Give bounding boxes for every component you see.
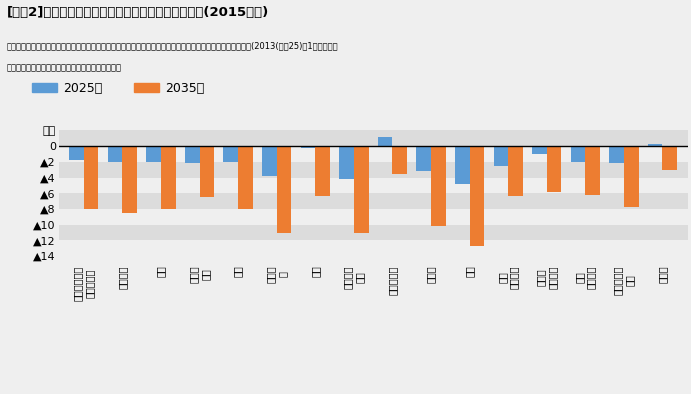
Bar: [122, 146, 137, 213]
Bar: [262, 146, 276, 176]
Bar: [392, 146, 407, 174]
Bar: [532, 146, 547, 154]
Bar: [146, 146, 161, 162]
Bar: [59, 209, 688, 225]
Bar: [59, 193, 688, 209]
Legend: 2025年, 2035年: 2025年, 2035年: [27, 77, 209, 100]
Bar: [354, 146, 368, 232]
Bar: [647, 144, 663, 146]
Bar: [455, 146, 470, 184]
Bar: [547, 146, 561, 193]
Bar: [59, 146, 688, 162]
Bar: [59, 178, 688, 193]
Bar: [59, 225, 688, 240]
Bar: [200, 146, 214, 197]
Bar: [571, 146, 585, 162]
Bar: [238, 146, 253, 209]
Bar: [378, 137, 392, 146]
Bar: [161, 146, 176, 209]
Bar: [624, 146, 638, 207]
Bar: [339, 146, 354, 179]
Bar: [417, 146, 431, 171]
Bar: [609, 146, 624, 164]
Bar: [508, 146, 523, 195]
Bar: [84, 146, 99, 209]
Bar: [585, 146, 600, 195]
Bar: [470, 146, 484, 246]
Bar: [223, 146, 238, 162]
Bar: [59, 162, 688, 178]
Bar: [301, 146, 315, 149]
Bar: [108, 146, 122, 162]
Text: 「人口統計資料集」を基にニッセイ基礎研究所作成: 「人口統計資料集」を基にニッセイ基礎研究所作成: [7, 63, 122, 72]
Bar: [276, 146, 292, 232]
Bar: [59, 130, 688, 146]
Bar: [185, 146, 200, 164]
Bar: [59, 240, 688, 256]
Bar: [69, 146, 84, 160]
Text: 出所：総務省「全国消費実態調査」、国立社会保障・人口問題研究所「日本の世帯数の将来推計（全国推計）(2013(平成25)年1月推計）」: 出所：総務省「全国消費実態調査」、国立社会保障・人口問題研究所「日本の世帯数の将…: [7, 41, 339, 50]
Bar: [431, 146, 446, 226]
Bar: [315, 146, 330, 195]
Bar: [663, 146, 677, 170]
Text: [図表2]物販・外食・サービス支出の増減率の見通し(2015年比): [図表2]物販・外食・サービス支出の増減率の見通し(2015年比): [7, 6, 269, 19]
Bar: [493, 146, 508, 166]
